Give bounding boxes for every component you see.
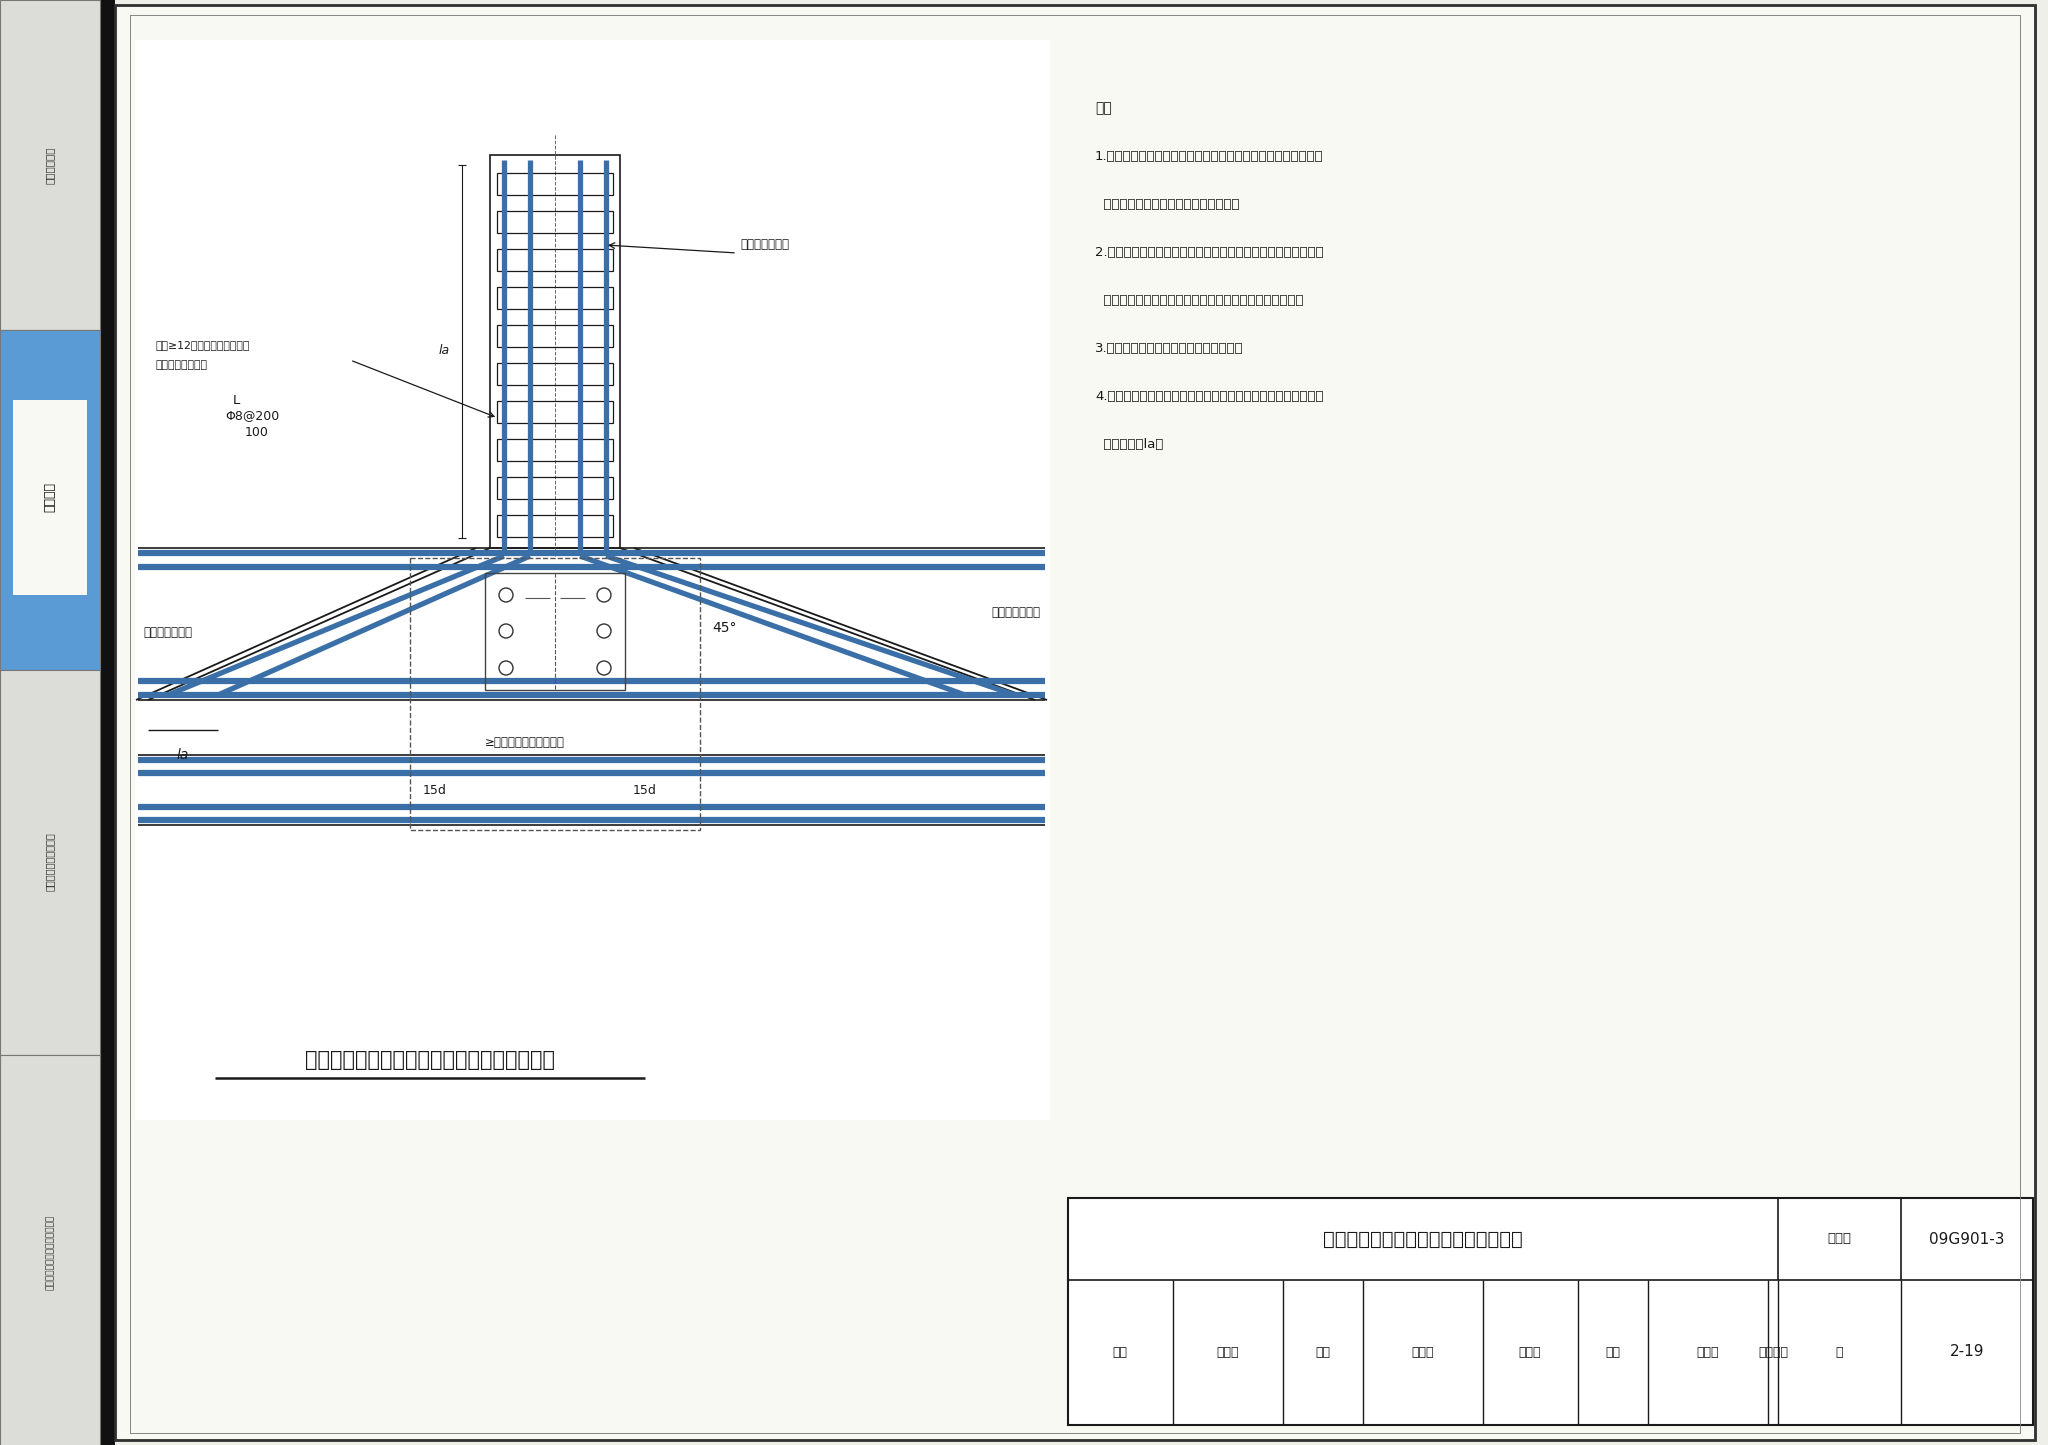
- Text: 页: 页: [1835, 1345, 1843, 1358]
- Text: 基础梁侧面钢筋: 基础梁侧面钢筋: [739, 238, 788, 251]
- Bar: [498, 477, 612, 499]
- Bar: [12, 400, 86, 595]
- Text: 3.同一节点的各边侧腹尺及配筋均相同。: 3.同一节点的各边侧腹尺及配筋均相同。: [1096, 341, 1243, 354]
- Bar: [0, 1055, 100, 1445]
- Text: L: L: [233, 393, 240, 406]
- Text: 45°: 45°: [713, 621, 737, 634]
- Bar: [498, 514, 612, 538]
- Bar: [100, 0, 115, 1445]
- Text: 张之之: 张之之: [1520, 1345, 1542, 1358]
- Text: 张工文: 张工文: [1411, 1345, 1434, 1358]
- Bar: [498, 402, 612, 423]
- Text: 1.除基础梁比柱宽且完全形成梁包柱的情况外，所有基础主梁与: 1.除基础梁比柱宽且完全形成梁包柱的情况外，所有基础主梁与: [1096, 149, 1323, 162]
- Text: 王怀元之: 王怀元之: [1757, 1345, 1788, 1358]
- Text: 基础梁侧面钢筋: 基础梁侧面钢筋: [143, 627, 193, 640]
- Text: 图集号: 图集号: [1827, 1233, 1851, 1246]
- Text: 2.当实际工程与本图不同时，其构造应由设计者设计；若要求施: 2.当实际工程与本图不同时，其构造应由设计者设计；若要求施: [1096, 246, 1323, 259]
- Text: 黄志刚: 黄志刚: [1217, 1345, 1239, 1358]
- Text: Φ8@200: Φ8@200: [225, 409, 279, 422]
- Text: 基础主梁与柱结合部侧腹钢筋排布构造: 基础主梁与柱结合部侧腹钢筋排布构造: [1323, 1230, 1524, 1248]
- Bar: [0, 329, 100, 670]
- Bar: [498, 249, 612, 272]
- Text: 15d: 15d: [424, 783, 446, 796]
- Bar: [498, 173, 612, 195]
- Text: 工方面参照本图集排布钢筋时，应提供相应的变更说明。: 工方面参照本图集排布钢筋时，应提供相应的变更说明。: [1096, 293, 1303, 306]
- Text: 基础主梁偏心穿柱与柱结合部位钢筋排布构造: 基础主梁偏心穿柱与柱结合部位钢筋排布构造: [305, 1051, 555, 1069]
- Text: 100: 100: [246, 425, 268, 438]
- Bar: [0, 0, 100, 329]
- Text: 王怀元: 王怀元: [1696, 1345, 1718, 1358]
- Text: 柱结合部位均按本图的构造排布钢筋。: 柱结合部位均按本图的构造排布钢筋。: [1096, 198, 1239, 211]
- Bar: [498, 288, 612, 309]
- Bar: [498, 325, 612, 347]
- Text: 一般构造要求: 一般构造要求: [45, 146, 55, 184]
- Bar: [498, 211, 612, 233]
- Text: ≥梁纵向钢筋的最大直径: ≥梁纵向钢筋的最大直径: [485, 737, 565, 750]
- Bar: [489, 155, 621, 548]
- Bar: [498, 363, 612, 384]
- Text: 15d: 15d: [633, 783, 657, 796]
- Bar: [410, 558, 700, 829]
- Text: 设计: 设计: [1606, 1345, 1620, 1358]
- Text: 09G901-3: 09G901-3: [1929, 1231, 2005, 1247]
- Bar: [0, 670, 100, 1055]
- Text: la: la: [176, 749, 188, 762]
- Bar: [1067, 1198, 2034, 1425]
- Text: 注：: 注：: [1096, 101, 1112, 116]
- Text: 锚固长度为la。: 锚固长度为la。: [1096, 438, 1163, 451]
- Text: 2-19: 2-19: [1950, 1344, 1985, 1360]
- Text: 基础梁侧面钢筋: 基础梁侧面钢筋: [991, 607, 1040, 620]
- Text: 审核: 审核: [1112, 1345, 1128, 1358]
- Text: 间距同柱箍筋间距: 间距同柱箍筋间距: [156, 360, 207, 370]
- Text: 4.当设计注明基础梁中的侧面钢筋为抗扭钢筋且未贯通施工时，: 4.当设计注明基础梁中的侧面钢筋为抗扭钢筋且未贯通施工时，: [1096, 390, 1323, 403]
- Text: 校对: 校对: [1315, 1345, 1331, 1358]
- Text: 箱形基础和地下室结构: 箱形基础和地下室结构: [45, 832, 55, 892]
- Text: 筏形基础: 筏形基础: [43, 483, 57, 512]
- Bar: [485, 574, 625, 691]
- Text: la: la: [438, 344, 451, 357]
- Text: 独立基础、条形基础、桩基承台: 独立基础、条形基础、桩基承台: [45, 1214, 55, 1289]
- Bar: [498, 439, 612, 461]
- Bar: [135, 40, 1051, 1120]
- Text: 直径≥12且不小于柱箍筋直径: 直径≥12且不小于柱箍筋直径: [156, 340, 250, 350]
